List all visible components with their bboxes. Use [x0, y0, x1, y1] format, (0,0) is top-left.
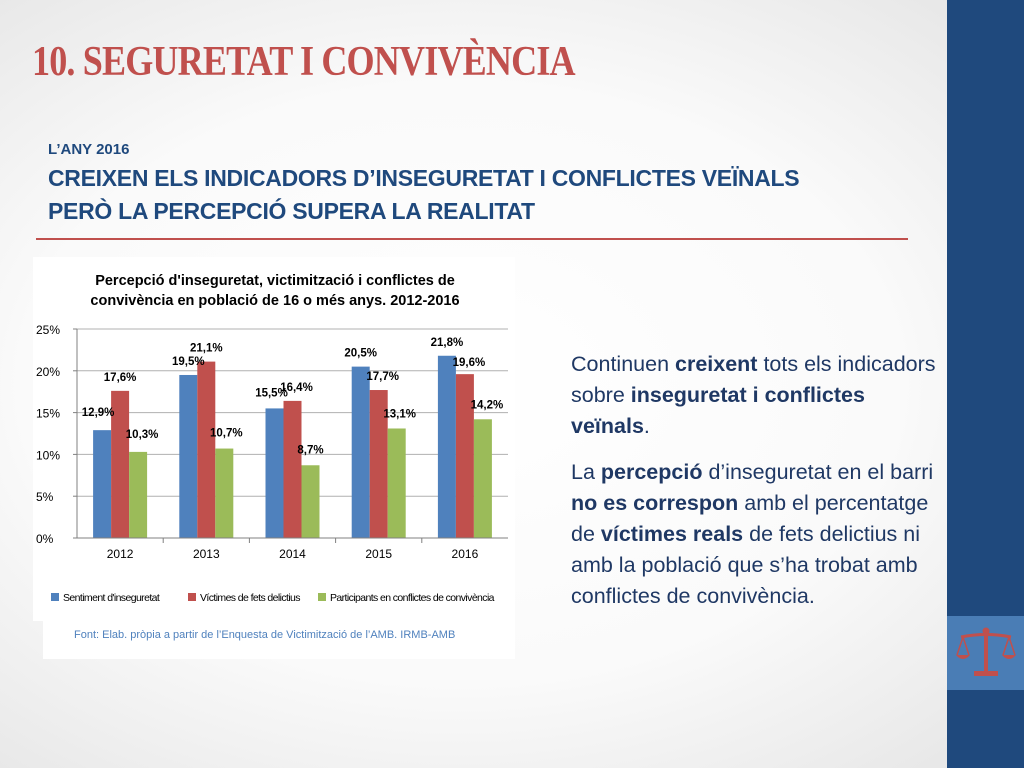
chart-title-line-1: Percepció d'inseguretat, victimització i… [95, 273, 455, 289]
bar-chart: 12,9% 17,6% 10,3% 19,5%21,1% 10,7% 15,5%16,4%… [36, 273, 508, 604]
headline-line: PERÒ LA PERCEPCIÓ SUPERA LA REALITAT [48, 198, 535, 224]
icon-box [947, 616, 1024, 690]
data-label: 8,7% [297, 444, 323, 456]
emphasis-text: creixent [675, 352, 758, 376]
data-label: 10,3% [126, 429, 159, 441]
paragraph-text: de fets delictius ni amb la població que… [571, 522, 921, 608]
bar [129, 451, 148, 538]
divider-rule [36, 238, 908, 240]
x-tick-label: 2012 [107, 547, 134, 561]
bar [93, 430, 112, 538]
bar [215, 448, 234, 538]
x-tick-label: 2014 [279, 547, 306, 561]
legend-swatch [318, 593, 326, 601]
bar [283, 400, 302, 538]
bar [179, 374, 198, 538]
emphasis-text: percepció [600, 460, 703, 484]
paragraph-text: La [571, 460, 601, 484]
emphasis-text: víctimes reals [600, 522, 744, 546]
paragraph-text: amb el percentatge de [571, 491, 929, 546]
data-label: 21,8% [431, 337, 464, 349]
data-label: 14,2% [471, 399, 504, 411]
data-label: 15,5% [255, 387, 288, 399]
source-panel [43, 621, 515, 659]
bar [387, 428, 406, 538]
data-label: 19,5% [172, 356, 205, 368]
y-tick-label: 0% [36, 532, 54, 546]
x-tick-label: 2016 [452, 547, 479, 561]
x-tick-label: 2013 [193, 547, 220, 561]
data-label: 17,6% [104, 372, 137, 384]
bar [111, 390, 130, 538]
y-tick-label: 25% [36, 323, 60, 337]
x-tick-label: 2015 [365, 547, 392, 561]
commentary: Continuen creixent tots els indicadors s… [571, 349, 941, 627]
paragraph-text: Continuen [571, 352, 675, 376]
data-label: 13,1% [383, 408, 416, 420]
bar [455, 374, 474, 538]
data-label: 16,4% [280, 382, 313, 394]
bar [265, 408, 284, 538]
legend-label: Sentiment d'inseguretat [63, 592, 160, 604]
paragraph-2: La percepció d’inseguretat en el barri n… [571, 457, 941, 612]
data-label: 12,9% [82, 407, 115, 419]
scales-of-justice-icon [955, 627, 1016, 676]
y-tick-label: 15% [36, 407, 60, 421]
bar [351, 366, 370, 538]
bar [437, 355, 456, 538]
y-tick-label: 5% [36, 490, 54, 504]
chart-panel: 12,9% 17,6% 10,3% 19,5% 21,1% 10,7% 15,5% 16,4%… [33, 257, 515, 621]
chart-title-line-2: convivència en població de 16 o més anys… [90, 293, 459, 309]
bar [473, 419, 492, 538]
year-label: L’ANY 2016 [48, 141, 130, 158]
slide-title: 10. SEGURETAT I CONVIVÈNCIA [32, 39, 576, 85]
paragraph-1: Continuen creixent tots els indicadors s… [571, 349, 941, 442]
paragraph-text: . [643, 414, 650, 438]
y-tick-label: 20% [36, 365, 60, 379]
paragraph-text: tots els indicadors sobre [571, 352, 936, 407]
bar [301, 465, 320, 538]
data-label: 20,5% [344, 348, 377, 360]
data-label: 21,1% [190, 343, 223, 355]
source-note: Font: Elab. pròpia a partir de l’Enquest… [74, 629, 456, 641]
data-label: 10,7% [210, 428, 243, 440]
legend-label: Víctimes de fets delictius [200, 592, 300, 604]
data-label: 19,6% [453, 357, 486, 369]
legend-label: Participants en conflictes de convivènci… [330, 592, 495, 604]
emphasis-text: no es correspon [571, 491, 739, 515]
bar [369, 390, 388, 538]
legend-swatch [188, 593, 196, 601]
legend-swatch [51, 593, 59, 601]
headline: CREIXEN ELS INDICADORS D’INSEGURETAT I C… [48, 162, 800, 228]
emphasis-text: inseguretat i conflictes veïnals [571, 383, 865, 438]
y-tick-label: 10% [36, 448, 60, 462]
headline-line: CREIXEN ELS INDICADORS D’INSEGURETAT I C… [48, 165, 800, 191]
data-label: 17,7% [366, 371, 399, 383]
paragraph-text: d’inseguretat en el barri [702, 460, 934, 484]
bar [197, 361, 216, 538]
